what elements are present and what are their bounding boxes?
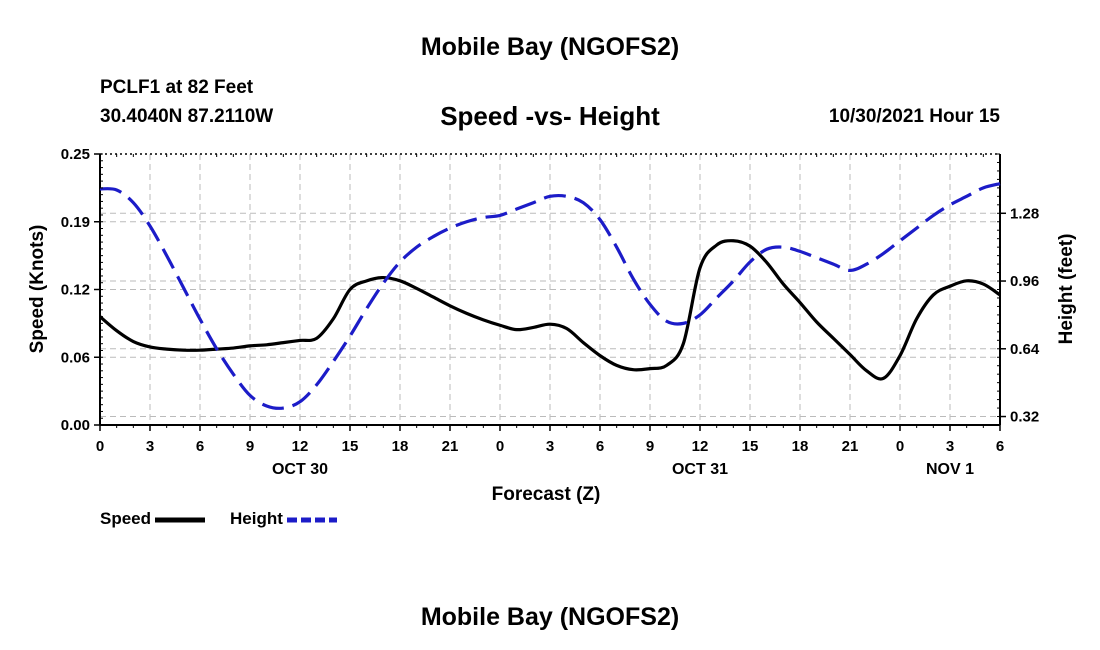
x-tick-label: 9: [246, 438, 254, 455]
x-tick-label: 0: [496, 438, 504, 455]
legend-height-label: Height: [230, 509, 283, 528]
legend-speed-label: Speed: [100, 509, 152, 528]
legend-height: Height: [230, 509, 338, 530]
x-axis-label: Forecast (Z): [492, 484, 601, 505]
y2-tick-label: 0.32: [1010, 409, 1039, 426]
legend-speed: Speed: [100, 509, 206, 530]
x-tick-label: 0: [96, 438, 104, 455]
y-axis-label: Speed (Knots): [27, 225, 48, 354]
station-label: PCLF1 at 82 Feet: [100, 77, 254, 98]
x-tick-label: 9: [646, 438, 654, 455]
axes: 0 3 6 9 12 15 18 21 0 3 6 9 12 15 18 21 0 3 6 OCT 30 OCT 31 N…: [61, 146, 1040, 478]
chart-title: Speed -vs- Height: [440, 101, 660, 131]
y2-tick-label: 0.64: [1010, 341, 1040, 358]
x-tick-label: 12: [292, 438, 309, 455]
y-tick-label: 0.00: [61, 417, 90, 434]
forecast-datetime: 10/30/2021 Hour 15: [828, 106, 1000, 127]
grid-lines: [100, 154, 1000, 425]
x-tick-label: 6: [196, 438, 204, 455]
x-tick-label: 6: [996, 438, 1004, 455]
x-date-label: OCT 31: [672, 461, 728, 478]
y-tick-label: 0.12: [61, 282, 90, 299]
x-date-label: NOV 1: [926, 461, 974, 478]
y-tick-label: 0.19: [61, 214, 90, 231]
speed-series-line: [98, 239, 1001, 381]
height-series-line: [99, 182, 1001, 410]
x-tick-label: 18: [792, 438, 809, 455]
y2-axis-label: Height (feet): [1056, 234, 1077, 345]
x-tick-label: 3: [146, 438, 154, 455]
legend-speed-swatch: [154, 510, 206, 530]
x-tick-label: 3: [546, 438, 554, 455]
footer-title: Mobile Bay (NGOFS2): [420, 603, 680, 631]
series-lines: [98, 182, 1001, 410]
y2-tick-label: 1.28: [1010, 205, 1039, 222]
coordinates-label: 30.4040N 87.2110W: [100, 106, 274, 127]
x-date-label: OCT 30: [272, 461, 328, 478]
page-title: Mobile Bay (NGOFS2): [420, 33, 680, 61]
x-tick-label: 12: [692, 438, 709, 455]
y2-tick-label: 0.96: [1010, 273, 1039, 290]
x-tick-label: 18: [392, 438, 409, 455]
x-tick-label: 21: [842, 438, 859, 455]
y-tick-label: 0.25: [61, 146, 90, 163]
x-tick-label: 21: [442, 438, 459, 455]
x-tick-label: 0: [896, 438, 904, 455]
x-tick-label: 3: [946, 438, 954, 455]
legend-height-swatch: [286, 510, 338, 530]
x-tick-label: 15: [742, 438, 759, 455]
x-tick-label: 15: [342, 438, 359, 455]
y-tick-label: 0.06: [61, 349, 90, 366]
x-tick-label: 6: [596, 438, 604, 455]
